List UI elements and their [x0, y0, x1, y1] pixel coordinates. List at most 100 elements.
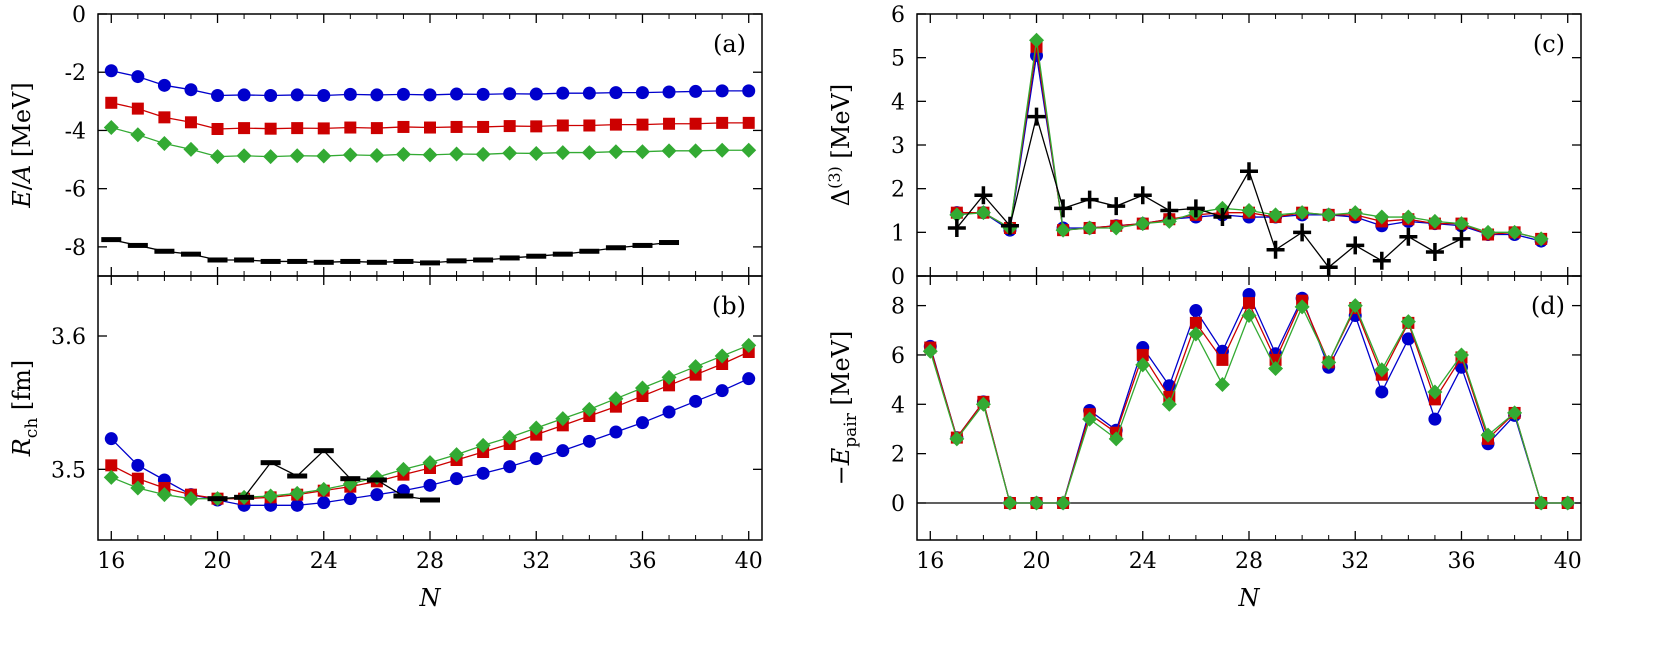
data-point [1480, 427, 1496, 443]
data-point [688, 359, 704, 375]
data-point [1002, 495, 1018, 511]
data-point [476, 87, 490, 101]
data-point [659, 240, 680, 246]
data-point [207, 257, 228, 263]
series-circle [104, 372, 756, 512]
data-point [635, 416, 649, 430]
data-point [1293, 223, 1312, 242]
data-point [661, 143, 677, 159]
panel-b: 16 20 24 28 32 36 40 3.5 3.6 (b) Rch [fm] N [8, 275, 763, 612]
data-point [154, 248, 175, 254]
data-point [526, 253, 547, 259]
data-point [210, 149, 226, 165]
x-tick-label: 28 [416, 549, 444, 574]
data-point [1428, 412, 1442, 426]
data-point [1054, 199, 1073, 218]
data-point [207, 496, 228, 502]
data-point [1321, 207, 1337, 223]
data-point [1027, 107, 1046, 126]
data-point [1214, 377, 1230, 393]
x-tick-label: 32 [1341, 549, 1369, 574]
y-tick-label: 0 [891, 265, 905, 290]
data-point [1213, 208, 1232, 227]
y-axis-label: Δ(3) [MeV] [825, 84, 855, 206]
data-point [475, 146, 491, 162]
data-point [528, 420, 544, 436]
x-tick-label: 36 [628, 549, 656, 574]
data-point [316, 481, 332, 497]
data-point [131, 70, 145, 84]
data-point [1266, 240, 1285, 259]
data-point [689, 117, 702, 130]
data-point [450, 87, 464, 101]
x-tick-label: 28 [1235, 549, 1263, 574]
data-point [528, 145, 544, 161]
data-point [715, 84, 729, 98]
data-point [366, 259, 387, 265]
y-tick-label: 3.5 [51, 458, 86, 483]
data-point [741, 142, 757, 158]
data-point [1216, 353, 1229, 366]
data-point [291, 122, 304, 135]
data-point [1533, 231, 1549, 247]
series-dash [101, 237, 680, 266]
data-point [263, 488, 279, 504]
data-point [344, 121, 357, 134]
data-point [1000, 216, 1019, 235]
data-point [370, 488, 384, 502]
data-point [1346, 236, 1365, 255]
x-tick-label: 32 [522, 549, 550, 574]
data-point [689, 368, 702, 381]
data-point [1294, 205, 1310, 221]
panel-label: (a) [713, 30, 746, 58]
data-point [1533, 495, 1549, 511]
data-point [211, 89, 225, 103]
data-point [101, 237, 122, 243]
x-tick-label: 16 [97, 549, 125, 574]
data-point [663, 117, 676, 130]
series-diamond [103, 120, 757, 165]
data-point [1427, 384, 1443, 400]
series-line [929, 303, 1568, 504]
x-axis-label: N [419, 584, 442, 612]
data-point [475, 437, 491, 453]
y-tick-label: 1 [891, 221, 905, 246]
data-point [131, 472, 144, 485]
data-point [742, 84, 756, 98]
panel-c: 0 1 2 3 4 5 6 (c) Δ(3) [MeV] [825, 3, 1582, 290]
data-point [1055, 222, 1071, 238]
y-tick-label: 6 [891, 344, 905, 369]
y-tick-label: -6 [65, 178, 86, 203]
data-point [922, 343, 938, 359]
data-point [393, 493, 414, 499]
data-point [581, 401, 597, 417]
series-line [929, 299, 1568, 504]
y-tick-label: 4 [891, 393, 905, 418]
series-plus [947, 107, 1471, 277]
x-tick-label: 36 [1447, 549, 1475, 574]
series-square [105, 96, 755, 135]
y-tick-label: 4 [891, 90, 905, 115]
panel-label: (c) [1533, 30, 1565, 58]
data-point [183, 141, 199, 157]
data-point [1029, 32, 1045, 48]
data-point [395, 146, 411, 162]
data-point [343, 87, 357, 101]
data-point [340, 258, 361, 264]
data-point [422, 455, 438, 471]
x-tick-label: 20 [1023, 549, 1051, 574]
data-point [503, 87, 517, 101]
data-point [1372, 251, 1391, 270]
data-point [742, 116, 755, 129]
data-point [316, 148, 332, 164]
data-point [180, 251, 201, 257]
data-point [1374, 362, 1390, 378]
plot-frame [916, 13, 1582, 277]
data-point [183, 491, 199, 507]
data-point [264, 89, 278, 103]
data-point [556, 86, 570, 100]
data-point [949, 431, 965, 447]
plot-frame [97, 275, 763, 541]
data-point [1241, 203, 1257, 218]
